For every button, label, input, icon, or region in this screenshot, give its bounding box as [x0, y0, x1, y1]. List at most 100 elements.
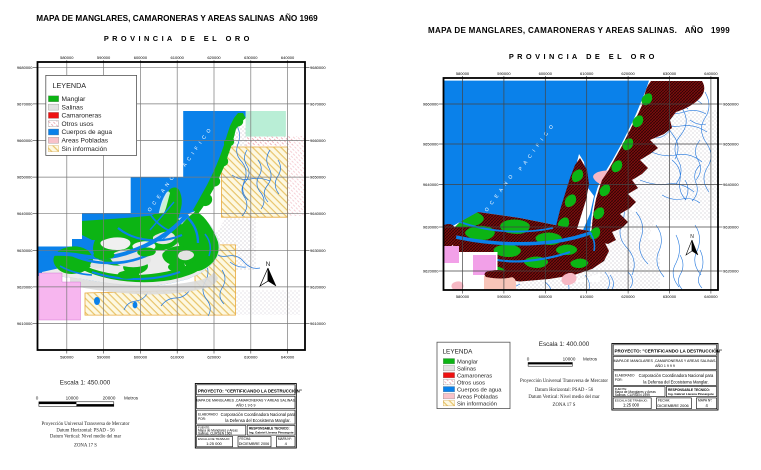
svg-text:9670000: 9670000: [310, 101, 326, 106]
svg-text:POR:: POR:: [615, 378, 623, 382]
svg-text:Salinas: Salinas: [457, 367, 476, 373]
svg-text:RESPONSABLE TECNICO:: RESPONSABLE TECNICO:: [668, 388, 710, 392]
svg-text:630000: 630000: [244, 355, 258, 360]
svg-text:0: 0: [36, 396, 39, 401]
svg-text:Areas Pobladas: Areas Pobladas: [62, 138, 109, 145]
svg-text:ZONA 17 S: ZONA 17 S: [553, 403, 576, 408]
svg-text:MAPA DE MANGLARES, CAMARONERAS: MAPA DE MANGLARES, CAMARONERAS Y AREAS S…: [36, 13, 318, 23]
svg-text:Datum Horizontal: PSAD - 56: Datum Horizontal: PSAD - 56: [56, 428, 115, 433]
svg-text:RESPONSABLE TECNICO:: RESPONSABLE TECNICO:: [249, 427, 290, 431]
svg-text:620000: 620000: [621, 294, 635, 299]
svg-text:Datum Vertical: Nivel medio d: Datum Vertical: Nivel medio del mar: [50, 435, 122, 440]
svg-text:9610000: 9610000: [310, 321, 326, 326]
svg-text:Metros: Metros: [124, 396, 139, 401]
svg-text:610000: 610000: [580, 294, 594, 299]
svg-text:9630000: 9630000: [17, 248, 33, 253]
svg-text:FECHA:: FECHA:: [658, 399, 670, 403]
svg-text:9610000: 9610000: [17, 321, 33, 326]
svg-text:Otros usos: Otros usos: [62, 121, 95, 128]
svg-text:620000: 620000: [207, 55, 221, 60]
svg-text:600000: 600000: [539, 294, 553, 299]
svg-text:P R O V I N C I A D E E L: P R O V I N C I A D E E L O R O: [104, 34, 250, 43]
svg-text:640000: 640000: [281, 55, 295, 60]
svg-text:DICIEMBRE 2006: DICIEMBRE 2006: [239, 442, 270, 446]
svg-text:9660000: 9660000: [423, 102, 439, 107]
svg-text:9680000: 9680000: [17, 65, 33, 70]
svg-text:Camaroneras: Camaroneras: [62, 113, 103, 120]
svg-text:Manglar: Manglar: [457, 360, 478, 366]
svg-text:10000: 10000: [66, 396, 79, 401]
svg-text:590000: 590000: [497, 294, 511, 299]
svg-text:Cuerpos de agua: Cuerpos de agua: [62, 129, 113, 136]
svg-text:Escala 1: 400.000: Escala 1: 400.000: [539, 341, 590, 348]
svg-text:9640000: 9640000: [17, 211, 33, 216]
svg-text:9660000: 9660000: [310, 138, 326, 143]
svg-text:580000: 580000: [60, 55, 74, 60]
svg-text:LEYENDA: LEYENDA: [443, 349, 474, 356]
svg-text:FUENTE:: FUENTE:: [615, 387, 628, 391]
svg-text:AÑO 1 9 6 9: AÑO 1 9 6 9: [236, 403, 255, 408]
svg-text:630000: 630000: [663, 71, 677, 76]
svg-text:DICIEMBRE 2006: DICIEMBRE 2006: [657, 403, 688, 408]
svg-text:ZONA 17 S: ZONA 17 S: [74, 444, 97, 449]
svg-text:610000: 610000: [171, 55, 185, 60]
svg-text:LEYENDA: LEYENDA: [53, 81, 87, 90]
svg-text:600000: 600000: [134, 55, 148, 60]
svg-text:Salinas: Salinas: [62, 104, 84, 111]
svg-text:Cuerpos de agua: Cuerpos de agua: [457, 388, 502, 394]
svg-text:590000: 590000: [97, 55, 111, 60]
svg-text:Proyección Universal Transvers: Proyección Universal Transversa de Merca…: [42, 422, 130, 427]
svg-text:9660000: 9660000: [723, 102, 739, 107]
svg-text:9620000: 9620000: [723, 269, 739, 274]
svg-text:9650000: 9650000: [17, 175, 33, 180]
svg-text:9670000: 9670000: [17, 101, 33, 106]
svg-text:620000: 620000: [207, 355, 221, 360]
svg-text:10000: 10000: [563, 357, 576, 362]
svg-text:Ing. Gabriel Llerena Pinoargot: Ing. Gabriel Llerena Pinoargote: [249, 431, 294, 435]
svg-text:9640000: 9640000: [723, 182, 739, 187]
svg-text:20000: 20000: [103, 396, 116, 401]
svg-text:580000: 580000: [456, 294, 470, 299]
svg-text:N: N: [266, 261, 271, 268]
svg-text:ELABORADO: ELABORADO: [615, 373, 635, 377]
svg-text:610000: 610000: [171, 355, 185, 360]
svg-text:1:25 000: 1:25 000: [206, 441, 222, 446]
svg-text:FUENTE:: FUENTE:: [198, 426, 210, 430]
svg-text:MAPA DE MANGLARES, CAMARONERAS: MAPA DE MANGLARES, CAMARONERAS Y AREAS S…: [428, 26, 730, 35]
svg-text:630000: 630000: [244, 55, 258, 60]
svg-text:MAPA DE MANGLARES ,CAMARONERAS: MAPA DE MANGLARES ,CAMARONERAS Y AREAS S…: [614, 359, 717, 363]
svg-text:9640000: 9640000: [310, 211, 326, 216]
svg-text:630000: 630000: [663, 294, 677, 299]
svg-text:ELABORADO: ELABORADO: [198, 413, 218, 417]
svg-text:Datum Vertical: Nivel medio d: Datum Vertical: Nivel medio del mar: [528, 395, 600, 400]
svg-text:580000: 580000: [456, 71, 470, 76]
svg-text:N: N: [690, 234, 694, 240]
svg-text:AÑO 1 9 9 9: AÑO 1 9 9 9: [655, 363, 675, 368]
svg-text:600000: 600000: [539, 71, 553, 76]
svg-text:9640000: 9640000: [423, 182, 439, 187]
svg-text:Otros usos: Otros usos: [457, 381, 485, 387]
svg-text:4: 4: [705, 403, 708, 408]
svg-text:Manglar: Manglar: [62, 96, 87, 103]
svg-text:4: 4: [285, 441, 288, 446]
svg-text:Mapa de Manglares y Areas: Mapa de Manglares y Areas: [198, 428, 238, 432]
svg-text:POR:: POR:: [198, 417, 206, 421]
svg-text:PROYECTO: "CERTIFICANDO LA DES: PROYECTO: "CERTIFICANDO LA DESTRUCCIÓN": [615, 347, 723, 354]
svg-text:0: 0: [527, 357, 530, 362]
svg-text:Corporación Coordinadora Nacio: Corporación Coordinadora Nacional para: [639, 373, 714, 378]
svg-text:9620000: 9620000: [423, 269, 439, 274]
svg-text:la Defensa del Ecosistema Mang: la Defensa del Ecosistema Manglar.: [643, 379, 708, 384]
svg-text:9630000: 9630000: [423, 225, 439, 230]
svg-text:9650000: 9650000: [423, 142, 439, 147]
svg-text:Metros: Metros: [583, 357, 598, 362]
svg-text:9620000: 9620000: [310, 284, 326, 289]
svg-text:MAPA Nº:: MAPA Nº:: [278, 437, 292, 441]
svg-text:580000: 580000: [60, 355, 74, 360]
svg-text:Proyección Universal Transvers: Proyección Universal Transversa de Merca…: [520, 379, 608, 384]
svg-text:620000: 620000: [621, 71, 635, 76]
svg-text:MAPA Nº:: MAPA Nº:: [698, 399, 712, 403]
svg-text:9650000: 9650000: [723, 142, 739, 147]
svg-text:Salinas. CLIRSEN 1969: Salinas. CLIRSEN 1969: [198, 432, 232, 436]
svg-text:9680000: 9680000: [310, 65, 326, 70]
svg-text:Sin información: Sin información: [62, 146, 108, 153]
